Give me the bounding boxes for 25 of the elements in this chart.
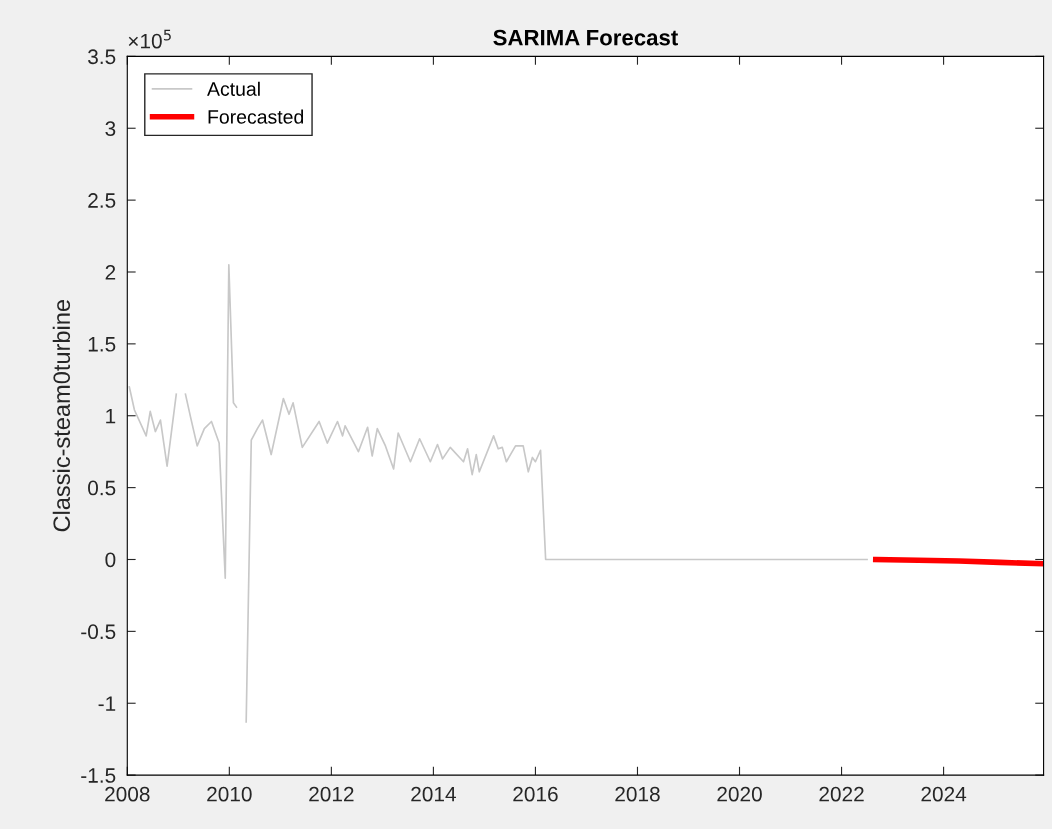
y-tick-label: 3.5	[88, 49, 116, 65]
x-tick-label: 2008	[105, 786, 150, 802]
x-tick-label: 2018	[615, 786, 660, 802]
x-tick-label: 2014	[411, 786, 456, 802]
y-tick-label: 2	[105, 265, 116, 280]
y-tick-label: 3	[105, 121, 116, 136]
y-tick-label: 2.5	[88, 193, 116, 208]
x-tick-label: 2024	[921, 786, 967, 802]
y-tick-label: 1.5	[88, 337, 116, 352]
y-tick-label: -0.5	[81, 624, 116, 640]
y-tick-label: 0	[105, 552, 116, 568]
x-tick-label: 2022	[819, 786, 864, 802]
x-tick-label: 2016	[513, 786, 558, 802]
x-tick-label: 2020	[717, 786, 762, 802]
y-tick-label: -1	[98, 696, 116, 711]
legend-label: Forecasted	[208, 109, 304, 124]
y-axis-title: Classic-steam0turbine	[52, 300, 71, 532]
legend-label: Actual	[207, 81, 260, 96]
y-tick-label: -1.5	[81, 768, 116, 783]
y-tick-label: 1	[106, 408, 116, 424]
chart-title: SARIMA Forecast	[493, 29, 678, 46]
text: ×10$^{5}$	[128, 29, 171, 49]
y-tick-label: 0.5	[88, 480, 116, 496]
x-tick-label: 2010	[207, 786, 252, 802]
x-tick-label: 2012	[309, 786, 354, 802]
